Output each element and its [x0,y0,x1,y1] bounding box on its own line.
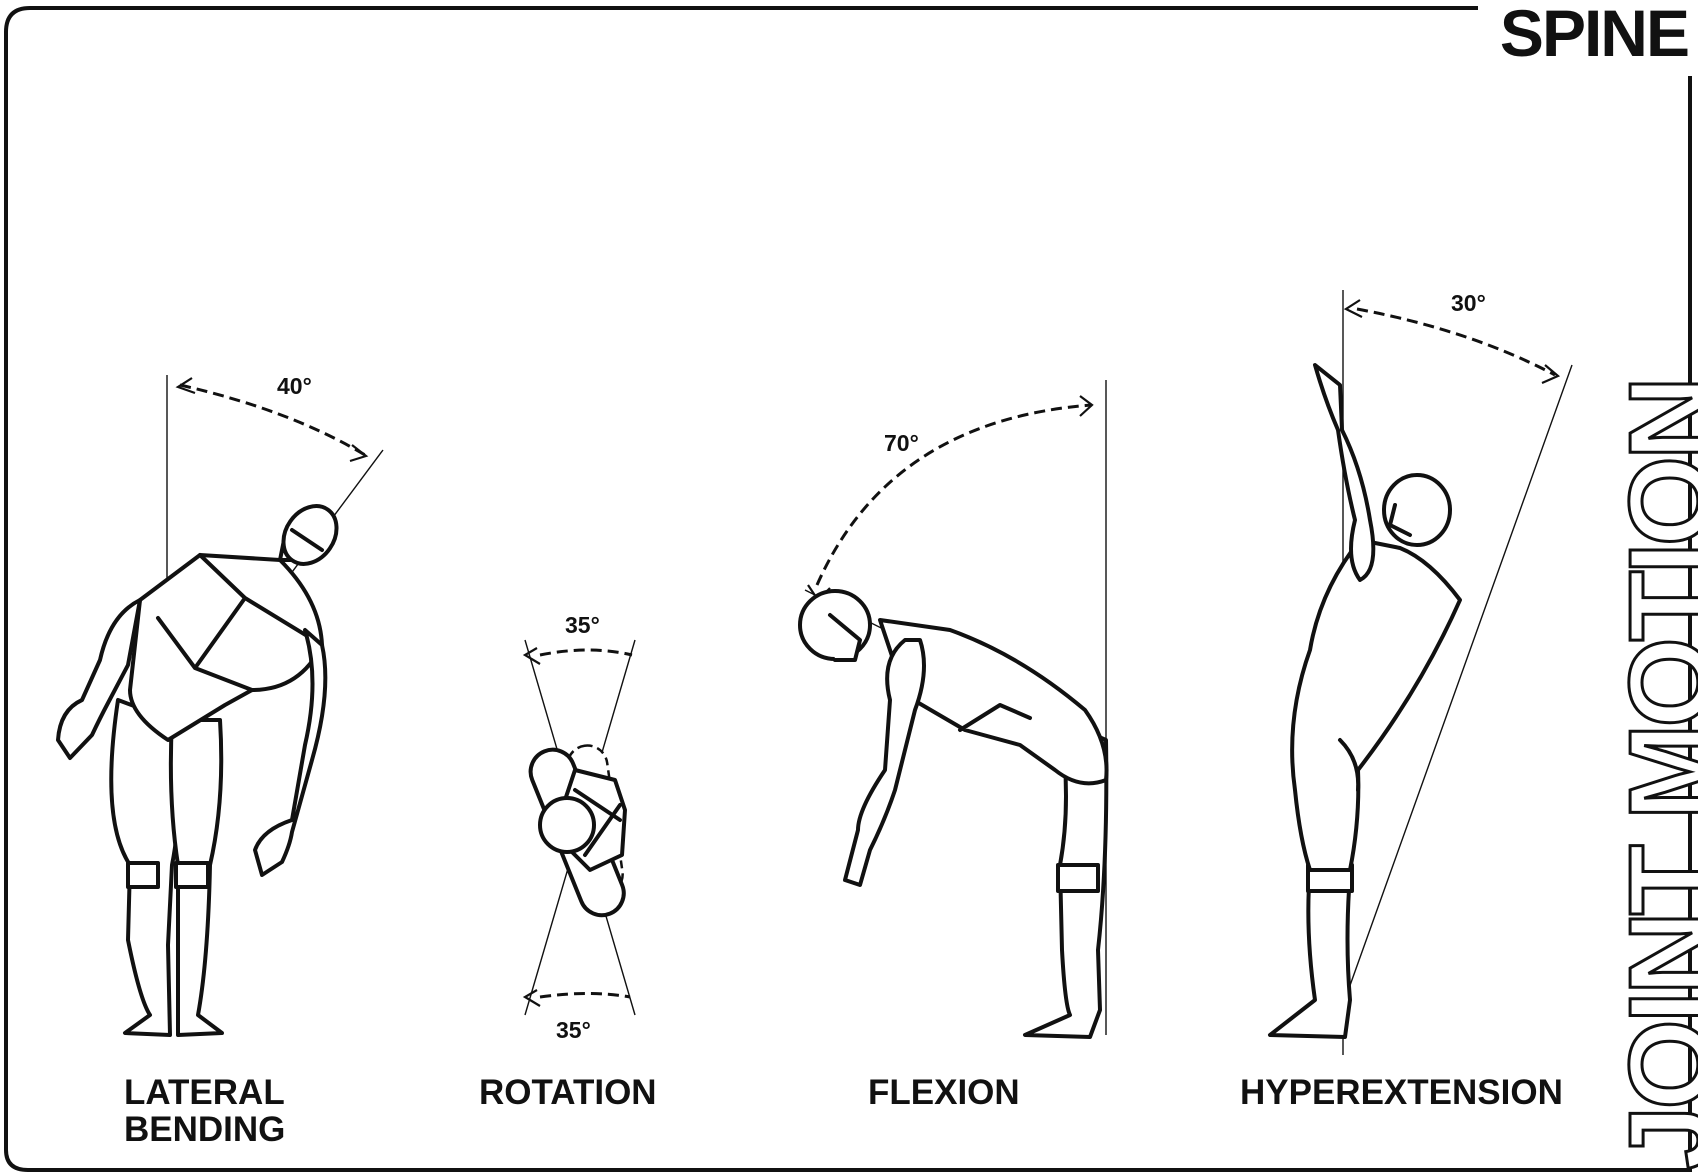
lateral-bending-angle: 40° [277,373,312,399]
rotation-angle-bottom: 35° [556,1017,591,1043]
hyperextension-figure [1268,290,1573,1055]
rotation-figure [522,639,636,1016]
page-title: SPINE [1499,0,1690,70]
hyperextension-angle: 30° [1451,290,1486,316]
rotation-angle-top: 35° [565,612,600,638]
side-title: JOINT MOTION [1604,379,1698,1172]
page-border [4,6,1692,1172]
lateral-bending-label: LATERAL BENDING [124,1074,285,1148]
flexion-angle: 70° [884,430,919,456]
rotation-label: ROTATION [479,1073,657,1112]
flexion-label: FLEXION [868,1073,1020,1112]
lateral-bending-figure [56,375,384,1037]
lateral-bending-label-line1: LATERAL [124,1073,285,1112]
hyperextension-label: HYPEREXTENSION [1240,1073,1563,1112]
lateral-bending-label-line2: BENDING [124,1110,286,1149]
flexion-figure [798,380,1109,1039]
